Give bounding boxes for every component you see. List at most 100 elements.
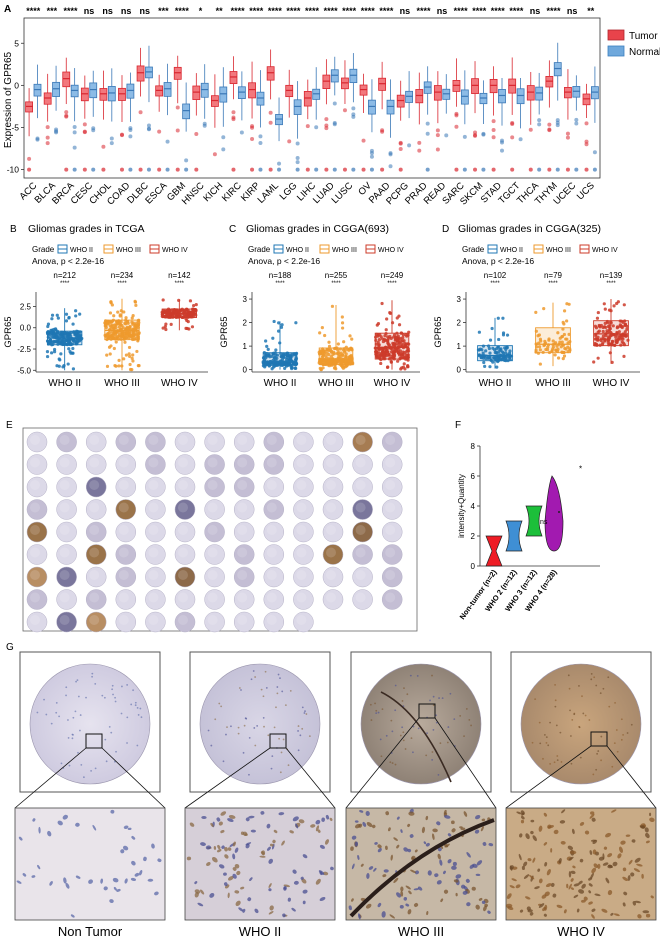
data-point [104, 325, 108, 330]
normal-box-lgg-outlier [295, 160, 300, 165]
tma-core-highlight [59, 457, 70, 468]
ihc-cell [543, 812, 548, 817]
data-point [264, 339, 268, 343]
tma-core-highlight [89, 502, 100, 513]
data-point [110, 303, 114, 307]
data-point [285, 356, 289, 360]
normal-box-ov-outlier [369, 154, 374, 159]
ihc-cell [366, 822, 373, 828]
normal-box-dlbc-outlier [146, 167, 151, 172]
ihc-cell [443, 870, 446, 875]
ihc-zoom-box [418, 703, 436, 719]
tumor-box-ucec-outlier [565, 135, 570, 140]
ihc-cell [552, 893, 557, 898]
ihc-cell [553, 829, 559, 835]
ihc-stain-dot [404, 748, 407, 750]
data-point [60, 332, 64, 336]
data-point [403, 350, 407, 355]
panel-a-significance: **** [379, 6, 394, 16]
tumor-box-cesc-outlier [82, 129, 87, 134]
panel-d-title: Gliomas grades in CGGA(325) [458, 223, 601, 235]
data-point [164, 322, 168, 326]
ihc-stain-dot [273, 726, 276, 729]
data-point [105, 332, 110, 336]
panel-a-significance: ns [84, 6, 95, 16]
data-point [55, 364, 59, 368]
ihc-cell [611, 809, 617, 813]
ihc-cell [583, 896, 588, 901]
normal-box-skcm-outlier [481, 167, 486, 172]
tma-core-highlight [355, 502, 366, 513]
ihc-stain-dot [539, 742, 542, 745]
ihc-zoom-connector [505, 745, 592, 809]
data-point [483, 364, 487, 368]
grade-legend-label: WHO III [546, 247, 571, 254]
normal-box-cesc-outlier [91, 167, 96, 172]
panel-a-significance: ns [121, 6, 132, 16]
tma-core-highlight [296, 525, 307, 535]
data-point [74, 314, 78, 318]
ihc-zoom-connector [101, 747, 166, 809]
tumor-box-luad-outlier [324, 117, 329, 122]
ihc-cell [315, 819, 321, 825]
ihc-cell [123, 825, 129, 829]
group-count: n=139 [600, 271, 623, 280]
ihc-cell [315, 825, 320, 832]
data-point [52, 333, 56, 337]
tumor-box-thym-outlier [547, 127, 552, 132]
ihc-stain-dot [538, 721, 541, 724]
data-point [73, 331, 78, 335]
ihc-cell [127, 827, 132, 831]
ihc-cell [409, 834, 414, 838]
data-point [125, 320, 129, 324]
ihc-stain-dot [554, 699, 557, 702]
ihc-stain-dot [447, 726, 450, 728]
tumor-box-skcm-outlier [473, 133, 478, 138]
data-point [114, 319, 119, 324]
tma-core-highlight [207, 615, 218, 625]
tumor-box-esca-outlier [157, 167, 162, 172]
ihc-cell [242, 908, 246, 913]
ihc-stain-dot [542, 757, 544, 760]
ihc-stain-dot [438, 697, 440, 699]
ihc-cell [154, 891, 159, 896]
tumor-box-thym-outlier [547, 167, 552, 172]
ihc-stain-dot [570, 735, 572, 737]
tma-core [26, 544, 48, 565]
data-point [596, 338, 600, 342]
tma-core [26, 611, 48, 633]
tma-core [85, 611, 107, 633]
ihc-stain-dot [556, 755, 559, 757]
data-point [501, 355, 505, 360]
ihc-stain-dot [77, 695, 80, 698]
ihc-cell [407, 823, 411, 828]
ihc-cell [200, 889, 205, 895]
ihc-cell [268, 911, 274, 915]
tma-core-highlight [385, 502, 396, 513]
tumor-box-coad-box [118, 87, 126, 101]
panel-a-significance: **** [268, 6, 283, 16]
x-tick-label: WHO II [264, 378, 297, 389]
tma-core [381, 521, 403, 543]
ihc-cell [481, 818, 486, 822]
ihc-cell [234, 863, 240, 869]
tumor-box-laml-box [266, 66, 275, 81]
ihc-stain-dot [429, 699, 431, 702]
ihc-cell [113, 886, 117, 891]
data-point [56, 316, 60, 320]
normal-box-laml-outlier [277, 161, 282, 166]
data-point [594, 334, 598, 338]
ihc-cell [487, 910, 491, 914]
data-point [376, 321, 381, 326]
data-point [188, 299, 193, 303]
tma-core-highlight [118, 615, 129, 625]
tma-core-highlight [355, 592, 366, 603]
panel-a-ylabel: Expression of GPR65 [3, 51, 14, 148]
tma-core [145, 476, 166, 498]
ihc-cell [63, 877, 67, 884]
data-point [534, 310, 538, 314]
ihc-cell [561, 809, 566, 814]
grade-legend-label: WHO IV [162, 247, 188, 254]
data-point [378, 353, 383, 358]
normal-box-thym-outlier [555, 123, 560, 128]
